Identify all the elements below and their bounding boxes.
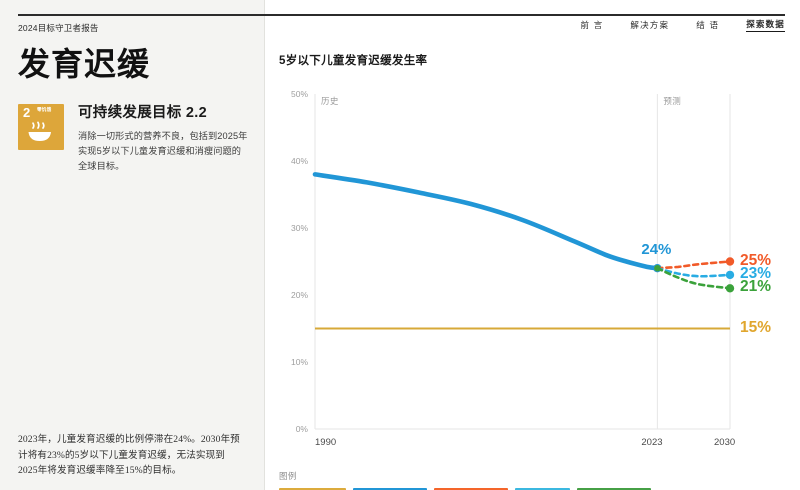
chart-title: 5岁以下儿童发育迟缓发生率 — [279, 55, 428, 67]
nav-item-conclusion[interactable]: 结 语 — [696, 19, 720, 30]
series-start-dot — [654, 265, 661, 272]
nav-item-explore-data[interactable]: 探索数据 — [746, 18, 785, 32]
chart-legend: 图例 2030年目标 历史平均水平 如有退步情景 参考情景 如有进步情景 — [279, 470, 652, 490]
x-tick-label: 2030 — [714, 437, 736, 448]
series-end-dot — [725, 270, 735, 280]
sdg-title: 可持续发展目标 2.2 — [78, 105, 207, 121]
y-tick-label: 40% — [290, 156, 308, 166]
legend-chip[interactable]: 历史平均水平 — [353, 488, 428, 490]
series-line — [656, 260, 732, 270]
y-tick-label: 50% — [290, 89, 308, 99]
x-tick-label: 1990 — [315, 437, 337, 448]
food-bowl-icon — [28, 121, 51, 141]
nav-item-solutions[interactable]: 解决方案 — [630, 19, 670, 30]
y-tick-label: 30% — [290, 223, 308, 233]
value-annotation: 24% — [641, 241, 672, 259]
value-annotation: 15% — [740, 318, 772, 336]
series-line — [656, 266, 732, 278]
legend-chip[interactable]: 如有退步情景 — [434, 488, 509, 490]
y-tick-label: 10% — [290, 357, 308, 367]
sdg-badge-name: 零饥饿 — [37, 107, 52, 112]
region-label: 预测 — [663, 96, 682, 106]
series-line — [656, 266, 732, 290]
value-annotation: 23% — [740, 264, 772, 282]
chart-svg — [312, 94, 735, 430]
sdg-number: 2 — [23, 105, 31, 120]
header-rule-left — [18, 14, 265, 16]
nav-item-preface[interactable]: 前 言 — [580, 19, 604, 30]
y-tick-label: 0% — [295, 424, 308, 434]
chart-plot-area: 0% 10% 20% 30% 40% 50% 1990 2023 2030 历史 预测 24% 2… — [279, 80, 771, 455]
breadcrumb[interactable]: 2024目标守卫者报告 — [18, 23, 99, 33]
main-nav: 前 言 解决方案 结 语 探索数据 — [580, 18, 785, 32]
region-label: 历史 — [321, 96, 339, 106]
value-annotation: 21% — [740, 278, 772, 296]
legend-chip[interactable]: 如有进步情景 — [577, 488, 652, 490]
chart-panel: 5岁以下儿童发育迟缓发生率 0% 10% 20% 30% 40% 50% 1990 2023… — [265, 40, 800, 490]
header-rule-right — [265, 14, 785, 16]
legend-chip[interactable]: 参考情景 — [515, 488, 571, 490]
sdg-description: 消除一切形式的营养不良，包括到2025年实现5岁以下儿童发育迟缓和消瘦问题的全球… — [78, 131, 248, 172]
series-end-dot — [725, 257, 735, 266]
x-tick-label: 2023 — [641, 437, 663, 448]
page-title: 发育迟缓 — [18, 46, 151, 82]
series-end-dot — [725, 284, 735, 293]
series-line — [312, 172, 660, 271]
chart-footnote: 2023年，儿童发育迟缓的比例停滞在24%。2030年预计将有23%的5岁以下儿… — [18, 434, 240, 477]
value-annotation: 25% — [740, 251, 772, 269]
sdg-text: 可持续发展目标 2.2 消除一切形式的营养不良，包括到2025年实现5岁以下儿童… — [78, 104, 250, 175]
left-panel: 2024目标守卫者报告 发育迟缓 2 零饥饿 可持续发展目标 2.2 消除一切形… — [0, 0, 265, 490]
sdg-2-badge: 2 零饥饿 — [18, 104, 64, 150]
legend-title: 图例 — [279, 471, 297, 481]
legend-chip[interactable]: 2030年目标 — [279, 488, 347, 490]
y-tick-label: 20% — [290, 290, 308, 300]
legend-chips: 2030年目标 历史平均水平 如有退步情景 参考情景 如有进步情景 — [279, 488, 652, 490]
